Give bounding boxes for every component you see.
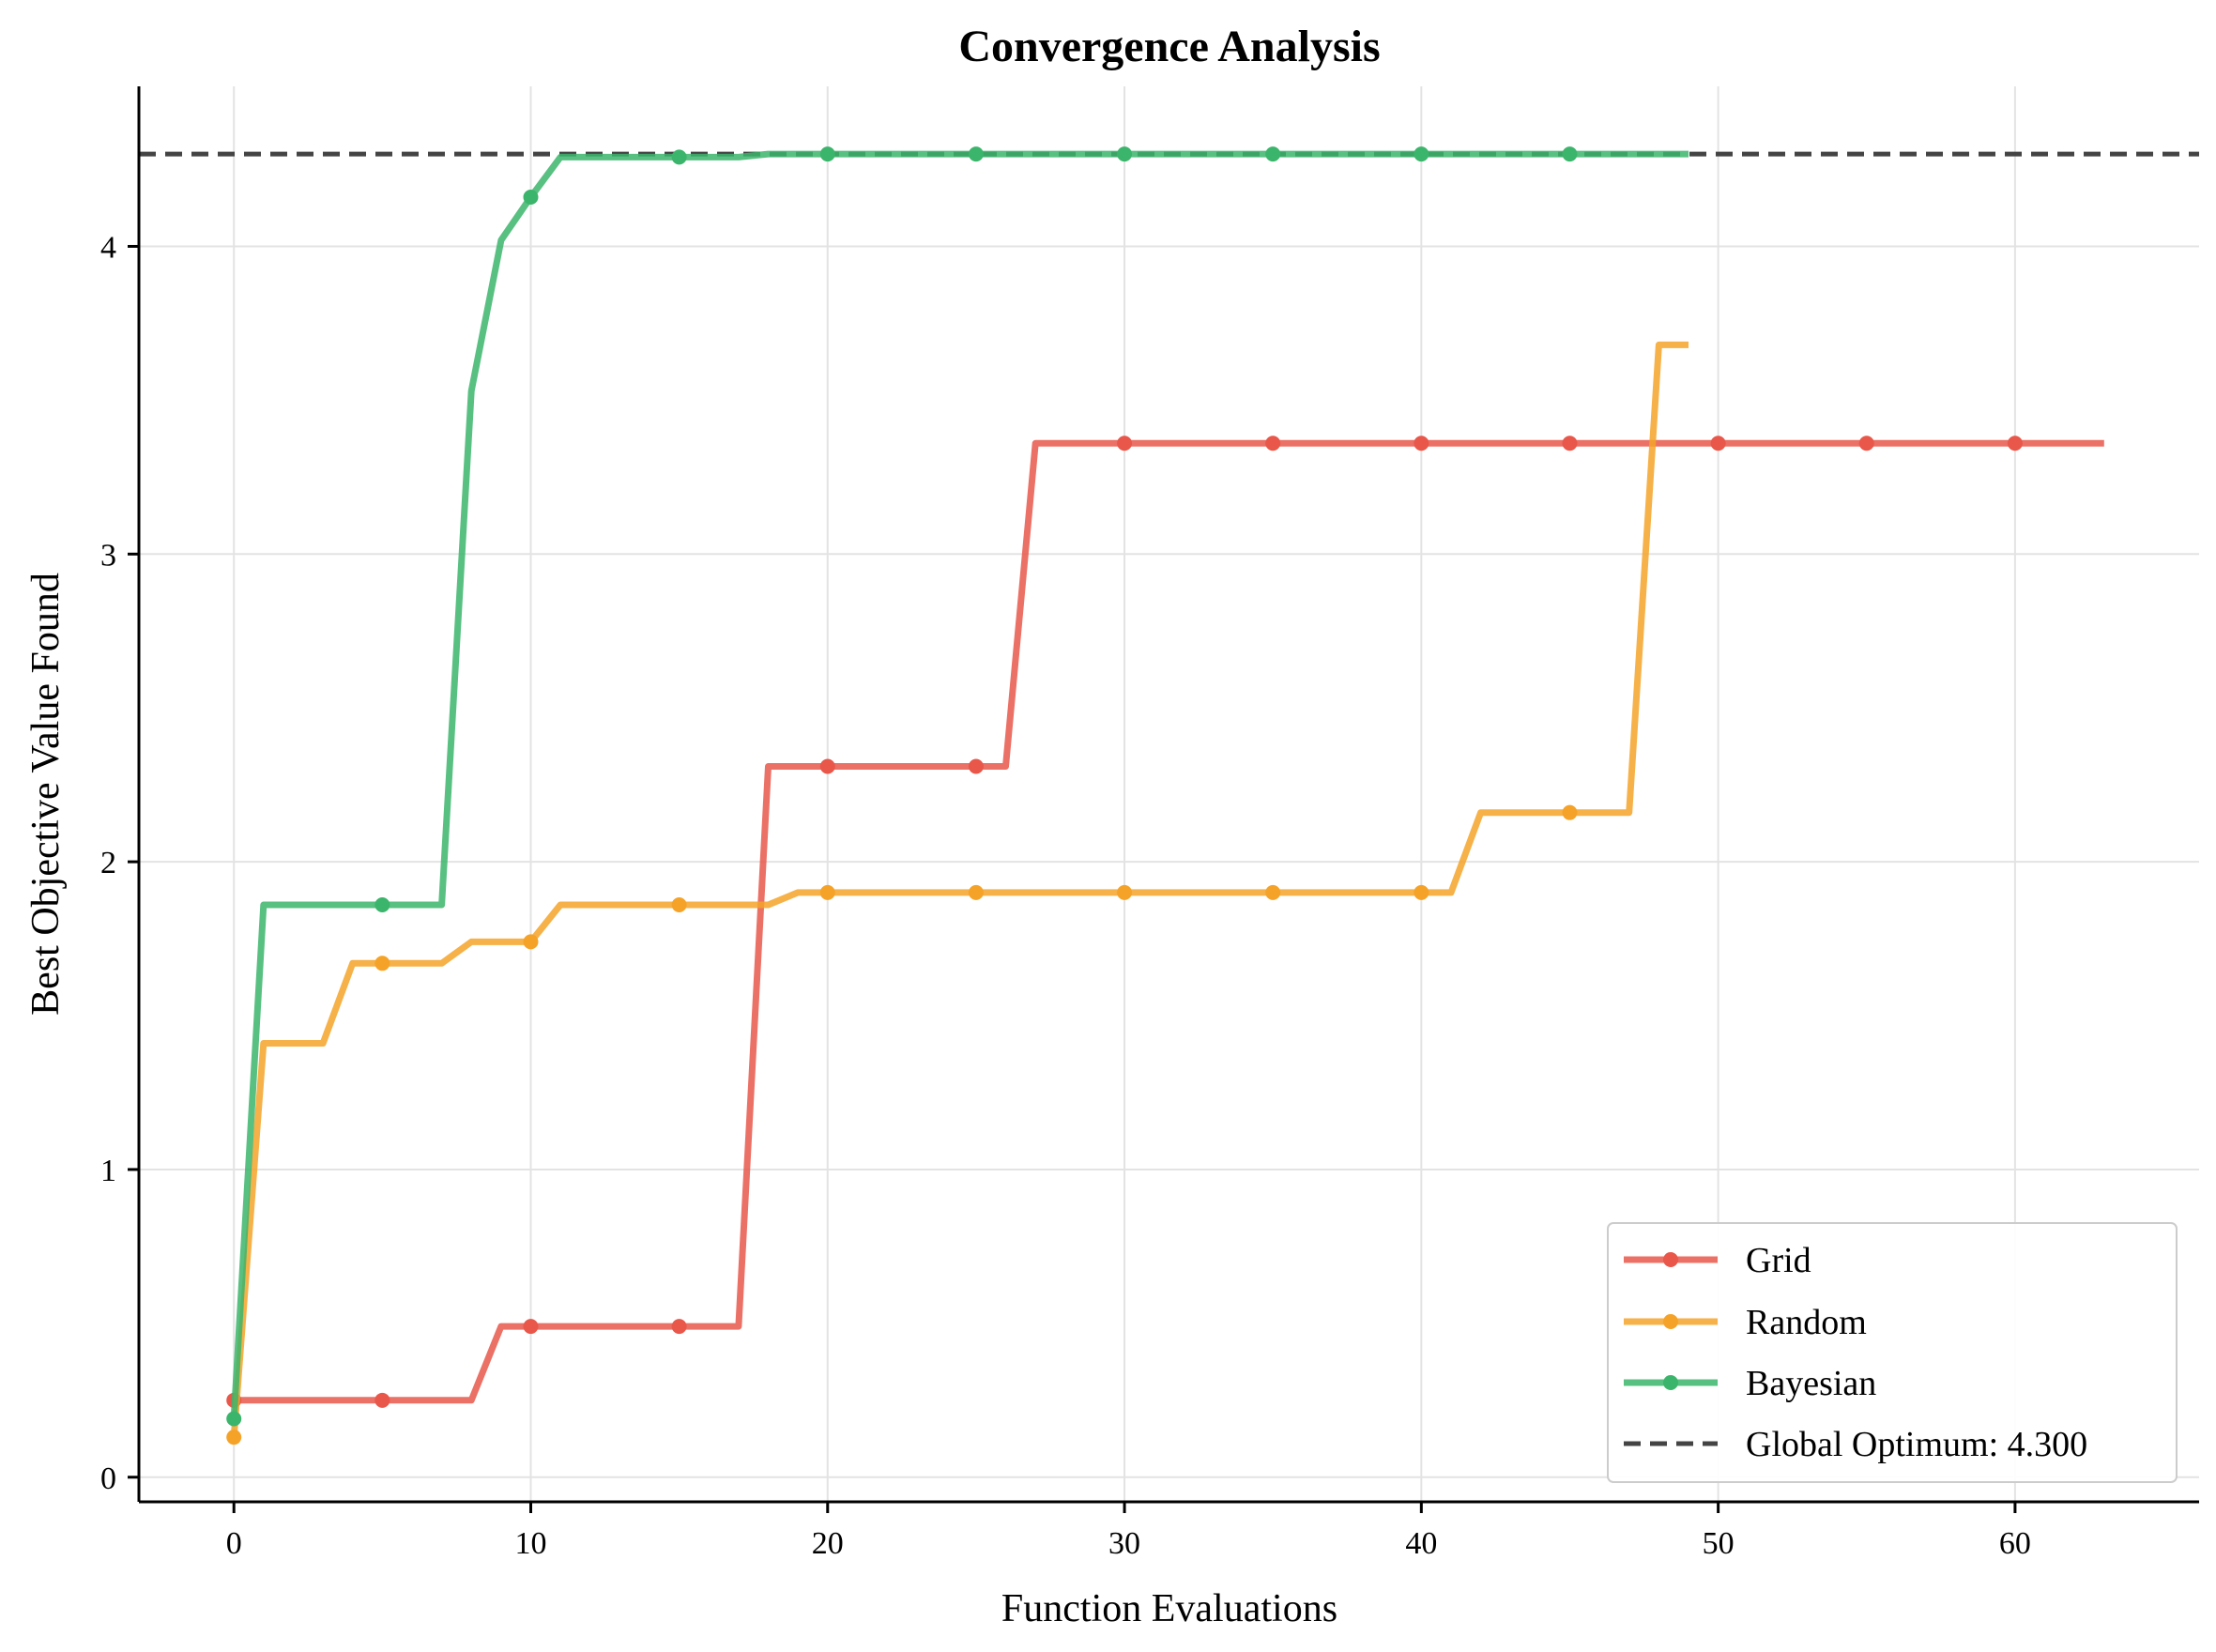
data-point-random	[1265, 884, 1281, 900]
legend-marker-bayesian	[1663, 1375, 1678, 1390]
data-point-bayesian	[968, 146, 984, 162]
data-point-grid	[2007, 436, 2023, 451]
y-tick-label: 4	[100, 230, 116, 265]
data-point-bayesian	[1265, 146, 1281, 162]
data-point-random	[968, 884, 984, 900]
legend-label-global-optimum: Global Optimum: 4.300	[1746, 1425, 2087, 1464]
legend-entry-bayesian: Bayesian	[1624, 1364, 1876, 1403]
data-point-random	[374, 956, 390, 971]
chart-title: Convergence Analysis	[958, 22, 1380, 71]
data-point-grid	[671, 1319, 687, 1335]
legend-box	[1607, 1222, 2178, 1483]
axes	[137, 86, 2199, 1504]
data-point-bayesian	[1414, 146, 1429, 162]
series-line-bayesian	[230, 150, 1689, 1419]
legend: Grid Random Bayesian Global Optimum: 4.3…	[1607, 1222, 2178, 1483]
y-tick-label: 0	[100, 1461, 116, 1496]
legend-label-random: Random	[1746, 1303, 1867, 1342]
data-point-grid	[1265, 436, 1281, 451]
series-random	[226, 341, 1689, 1446]
data-point-bayesian	[671, 149, 687, 165]
data-point-bayesian	[226, 1411, 242, 1427]
series-line-grid	[234, 439, 2104, 1404]
data-point-grid	[523, 1319, 539, 1335]
data-point-bayesian	[374, 897, 390, 913]
y-axis-label: Best Objective Value Found	[24, 573, 68, 1016]
data-point-grid	[968, 758, 984, 774]
data-point-grid	[1562, 436, 1578, 451]
legend-entry-random: Random	[1624, 1303, 1867, 1342]
data-point-grid	[1858, 436, 1874, 451]
data-point-grid	[1710, 436, 1726, 451]
data-point-random	[226, 1430, 242, 1446]
grid-lines	[139, 86, 2199, 1502]
ticks: 0 10 20 30 40 50 60 0 1 2 3 4	[100, 230, 2031, 1561]
x-tick-label: 10	[514, 1526, 546, 1561]
legend-marker-grid	[1663, 1252, 1678, 1267]
x-tick-label: 30	[1108, 1526, 1140, 1561]
series-group	[226, 146, 2104, 1446]
data-point-bayesian	[819, 146, 835, 162]
data-point-random	[1117, 884, 1133, 900]
x-tick-label: 20	[812, 1526, 844, 1561]
data-point-bayesian	[1117, 146, 1133, 162]
y-tick-label: 1	[100, 1154, 116, 1188]
series-bayesian	[226, 146, 1689, 1427]
data-point-bayesian	[1562, 146, 1578, 162]
data-point-bayesian	[523, 190, 539, 206]
data-point-random	[1414, 884, 1429, 900]
legend-entry-grid: Grid	[1624, 1241, 1811, 1280]
x-tick-label: 60	[1999, 1526, 2031, 1561]
data-point-grid	[819, 758, 835, 774]
data-point-random	[1562, 804, 1578, 820]
x-tick-label: 0	[226, 1526, 242, 1561]
legend-entry-global-optimum: Global Optimum: 4.300	[1624, 1425, 2087, 1464]
y-tick-label: 3	[100, 538, 116, 573]
legend-label-grid: Grid	[1746, 1241, 1811, 1280]
series-grid	[226, 436, 2104, 1408]
legend-label-bayesian: Bayesian	[1746, 1364, 1876, 1403]
data-point-grid	[374, 1392, 390, 1408]
data-point-random	[671, 897, 687, 913]
series-line-random	[230, 341, 1689, 1438]
data-point-grid	[1414, 436, 1429, 451]
data-point-grid	[1117, 436, 1133, 451]
y-tick-label: 2	[100, 846, 116, 880]
x-axis-label: Function Evaluations	[1001, 1587, 1337, 1630]
x-tick-label: 40	[1405, 1526, 1437, 1561]
data-point-random	[523, 934, 539, 950]
data-point-random	[819, 884, 835, 900]
x-tick-label: 50	[1703, 1526, 1735, 1561]
legend-marker-random	[1663, 1314, 1678, 1329]
